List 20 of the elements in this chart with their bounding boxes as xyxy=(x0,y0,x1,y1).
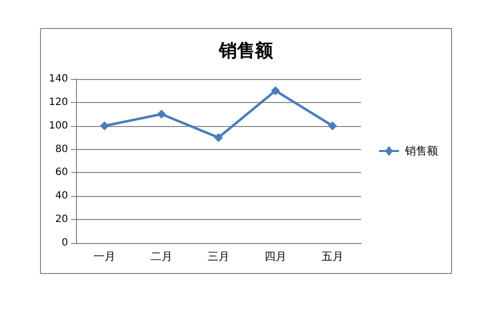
x-tick-label: 三月 xyxy=(208,250,230,263)
y-tick-label: 40 xyxy=(55,190,68,202)
point xyxy=(271,86,280,96)
y-tick-label: 0 xyxy=(62,238,68,248)
y-tick-label: 100 xyxy=(48,120,68,132)
y-tick-label: 140 xyxy=(48,74,68,84)
chart-title: 销售额 xyxy=(218,40,274,62)
y-tick-label: 120 xyxy=(48,96,68,108)
y-tick-label: 80 xyxy=(55,144,68,155)
point xyxy=(157,110,166,119)
legend-label: 销售额 xyxy=(404,144,438,158)
point xyxy=(328,121,337,130)
y-tick-label: 60 xyxy=(55,167,68,178)
y-tick-label: 20 xyxy=(55,214,68,226)
x-tick-label: 四月 xyxy=(264,250,286,263)
point xyxy=(214,133,223,142)
point xyxy=(100,121,109,130)
x-tick-label: 二月 xyxy=(150,250,172,263)
x-tick-label: 五月 xyxy=(322,250,344,263)
x-tick-label: 一月 xyxy=(94,250,116,263)
